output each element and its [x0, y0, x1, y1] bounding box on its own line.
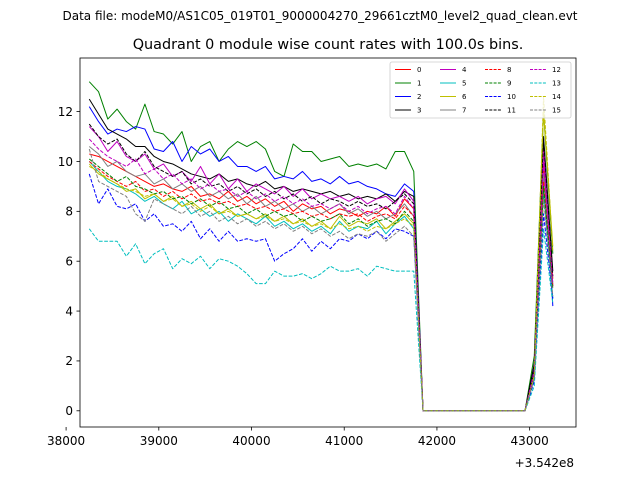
x-tick-label: 42000	[418, 434, 456, 448]
x-tick-label: 38000	[47, 434, 85, 448]
legend-label-2: 2	[417, 93, 421, 101]
y-tick-label: 2	[65, 354, 73, 368]
legend-label-10: 10	[507, 93, 516, 101]
legend-label-15: 15	[552, 107, 561, 115]
legend-label-8: 8	[507, 66, 511, 74]
series-layer	[88, 81, 554, 412]
legend-label-7: 7	[462, 107, 466, 115]
x-tick-label: 40000	[232, 434, 270, 448]
legend-label-6: 6	[462, 93, 467, 101]
x-axis: 38000 39000 40000 41000 42000 43000	[47, 427, 549, 448]
x-tick-label: 43000	[511, 434, 549, 448]
y-tick-label: 10	[58, 155, 73, 169]
legend-label-12: 12	[552, 66, 561, 74]
series-line-14	[89, 96, 554, 412]
legend-box	[389, 61, 572, 119]
x-tick-label: 39000	[140, 434, 178, 448]
y-tick-label: 4	[65, 304, 73, 318]
legend-label-11: 11	[507, 107, 516, 115]
legend-label-5: 5	[462, 80, 466, 88]
y-tick-label: 12	[58, 105, 73, 119]
legend-label-9: 9	[507, 80, 511, 88]
chart-title: Quadrant 0 module wise count rates with …	[133, 37, 524, 53]
legend-label-0: 0	[417, 66, 421, 74]
plot-frame	[79, 57, 577, 428]
legend-label-13: 13	[552, 80, 561, 88]
legend-label-4: 4	[462, 66, 467, 74]
series-line-8	[88, 161, 554, 412]
y-tick-label: 0	[65, 404, 73, 418]
series-line-15	[88, 148, 554, 412]
x-tick-label: 41000	[325, 434, 363, 448]
x-axis-offset-label: +3.542e8	[515, 456, 574, 470]
legend-label-14: 14	[552, 93, 561, 101]
y-tick-label: 6	[65, 254, 73, 268]
figure-suptitle: Data file: modeM0/AS1C05_019T01_90000042…	[62, 9, 577, 23]
y-tick-label: 8	[65, 205, 73, 219]
legend-label-1: 1	[417, 80, 421, 88]
y-axis: 0 2 4 6 8 10 12	[58, 105, 80, 418]
legend-label-3: 3	[417, 107, 421, 115]
